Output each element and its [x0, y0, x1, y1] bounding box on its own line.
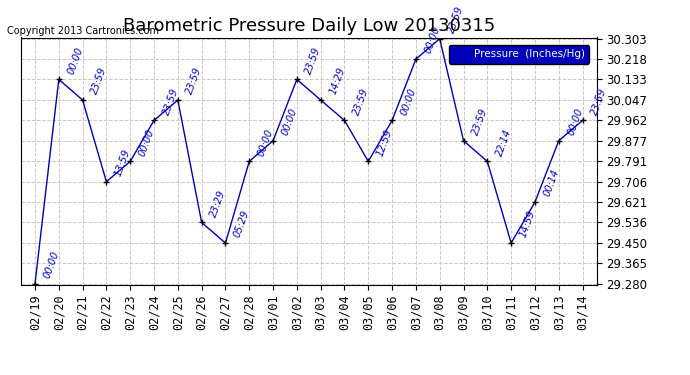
Text: 23:59: 23:59 [351, 86, 371, 116]
Text: 23:59: 23:59 [161, 86, 180, 116]
Text: 23:59: 23:59 [304, 45, 323, 75]
Text: 23:59: 23:59 [471, 106, 489, 136]
Text: 14:59: 14:59 [518, 209, 537, 239]
Text: 00:00: 00:00 [66, 45, 85, 75]
Text: Copyright 2013 Cartronics.com: Copyright 2013 Cartronics.com [7, 26, 159, 36]
Text: 23:59: 23:59 [589, 86, 609, 116]
Text: 14:29: 14:29 [328, 66, 346, 96]
Text: 00:00: 00:00 [42, 250, 61, 280]
Text: 13:59: 13:59 [113, 148, 132, 178]
Text: 00:00: 00:00 [280, 106, 299, 136]
Text: 12:59: 12:59 [375, 127, 394, 157]
Text: 23:59: 23:59 [185, 66, 204, 96]
Legend: Pressure  (Inches/Hg): Pressure (Inches/Hg) [448, 45, 589, 63]
Text: 00:00: 00:00 [256, 127, 275, 157]
Text: 23:59: 23:59 [446, 4, 466, 34]
Text: 05:29: 05:29 [233, 209, 251, 239]
Text: 00:00: 00:00 [423, 25, 442, 55]
Text: 23:59: 23:59 [90, 66, 108, 96]
Text: 00:00: 00:00 [137, 127, 156, 157]
Text: 00:00: 00:00 [399, 86, 418, 116]
Text: 22:14: 22:14 [494, 127, 513, 157]
Text: 23:29: 23:29 [208, 188, 228, 218]
Title: Barometric Pressure Daily Low 20130315: Barometric Pressure Daily Low 20130315 [123, 16, 495, 34]
Text: 00:00: 00:00 [566, 106, 584, 136]
Text: 00:14: 00:14 [542, 168, 561, 198]
